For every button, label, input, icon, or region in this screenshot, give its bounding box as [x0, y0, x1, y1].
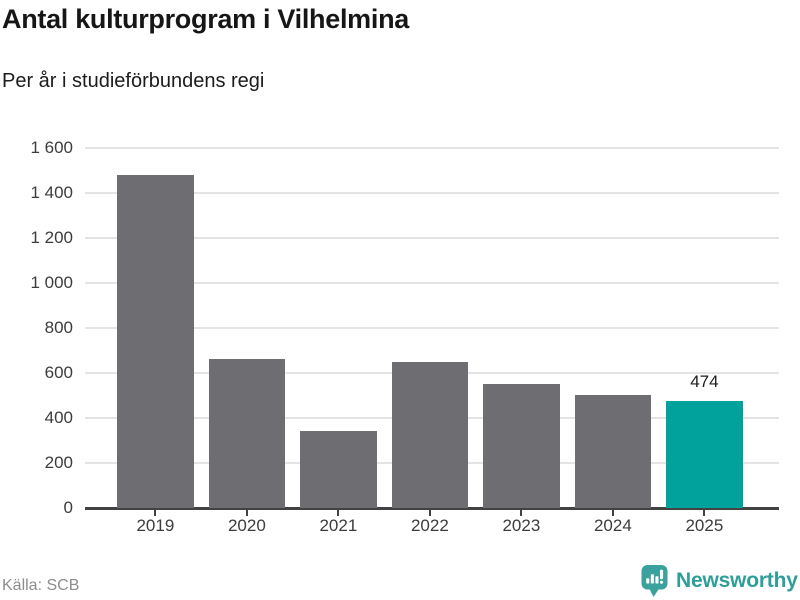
y-axis-labels: 0 200 400 600 800 1 000 1 200 1 400 1 600 [0, 138, 73, 517]
y-tick-label: 0 [63, 498, 73, 517]
gridline [85, 147, 779, 149]
brand-name: Newsworthy [676, 569, 798, 592]
bar-value-label: 474 [690, 372, 719, 392]
bar-2021 [300, 431, 377, 508]
x-tick-label: 2022 [410, 516, 449, 535]
x-tick-label: 2023 [502, 516, 541, 535]
y-tick-label: 1 200 [30, 228, 73, 247]
newsworthy-logo-icon [641, 565, 668, 597]
bar-2023 [483, 383, 560, 508]
gridline [85, 237, 779, 239]
x-tick [337, 510, 340, 516]
x-tick [611, 510, 614, 516]
bar-2020 [208, 358, 286, 508]
x-tick-label: 2020 [227, 516, 266, 535]
bar-2025 [666, 401, 743, 508]
y-tick-label: 1 000 [30, 273, 73, 292]
chart-title: Antal kulturprogram i Vilhelmina [2, 4, 409, 34]
x-tick [245, 510, 248, 516]
y-tick-label: 600 [44, 363, 73, 382]
bar-2022 [391, 362, 469, 508]
y-tick-label: 1 600 [30, 138, 73, 157]
x-tick [428, 510, 431, 516]
newsworthy-logo: Newsworthy [641, 564, 798, 598]
x-tick [703, 510, 706, 516]
x-tick [520, 510, 523, 516]
x-tick-label: 2025 [685, 516, 724, 535]
x-tick-label: 2024 [593, 516, 632, 535]
gridline [85, 192, 779, 194]
x-tick-label: 2019 [136, 516, 175, 535]
y-tick-label: 200 [44, 453, 73, 472]
y-tick-label: 1 400 [30, 183, 73, 202]
bar-2024 [574, 394, 652, 508]
x-axis-line [85, 507, 779, 510]
gridline [85, 282, 779, 284]
source-label: Källa: SCB [2, 577, 80, 594]
y-tick-label: 400 [44, 408, 73, 427]
bar-2019 [117, 175, 194, 508]
plot-area: 2019 2020 2021 2022 2023 2024 2025 474 [85, 147, 779, 535]
chart-subtitle: Per år i studieförbundens regi [2, 70, 265, 92]
y-tick-label: 800 [44, 318, 73, 337]
x-tick-label: 2021 [319, 516, 358, 535]
gridline [85, 327, 779, 329]
x-tick [154, 510, 157, 516]
